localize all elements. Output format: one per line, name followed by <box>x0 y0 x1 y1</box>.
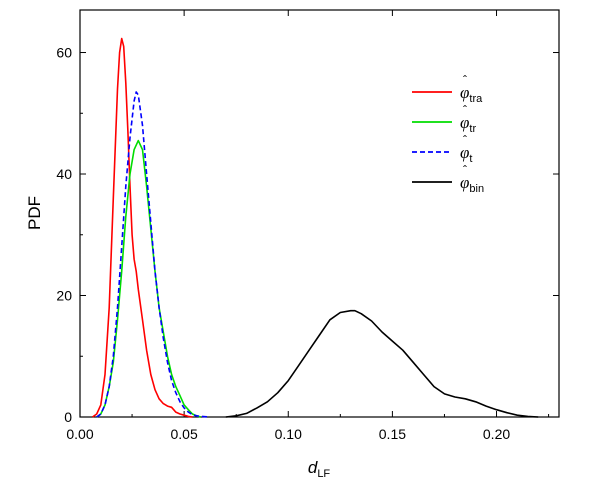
legend-subscript: tr <box>469 123 476 135</box>
x-tick-label: 0.15 <box>379 426 406 442</box>
legend-symbol: φ <box>460 83 469 102</box>
y-tick-label: 20 <box>56 288 72 304</box>
legend-hat-glyph: ˆ <box>463 103 467 117</box>
x-tick-label: 0.20 <box>483 426 510 442</box>
series-line-tra <box>92 37 193 418</box>
y-tick-label: 0 <box>64 409 72 425</box>
x-tick-label: 0.00 <box>66 426 93 442</box>
x-axis-title: dLF <box>308 458 331 480</box>
x-tick-label: 0.05 <box>171 426 198 442</box>
legend-label-t: φt <box>460 143 472 165</box>
legend-label-tra: φtra <box>460 83 483 105</box>
legend-symbol: φ <box>460 113 469 132</box>
legend-hat-glyph: ˆ <box>463 73 467 87</box>
y-tick-label: 40 <box>56 166 72 182</box>
x-axis-title-sub: LF <box>317 468 330 480</box>
x-axis-ticks: 0.00 0.05 0.10 0.15 0.20 <box>66 10 550 442</box>
legend-symbol: φ <box>460 173 469 192</box>
y-axis-title: PDF <box>25 196 44 230</box>
y-axis-ticks: 0 20 40 60 <box>56 45 559 425</box>
legend-subscript: tra <box>469 93 483 105</box>
series-line-bin <box>225 309 539 418</box>
legend-hat-glyph: ˆ <box>463 163 467 177</box>
x-tick-label: 0.10 <box>275 426 302 442</box>
y-tick-label: 60 <box>56 45 72 61</box>
legend-symbol: φ <box>460 143 469 162</box>
legend-subscript: bin <box>469 183 484 195</box>
series-line-t <box>96 91 210 418</box>
legend-label-tr: φtr <box>460 113 476 135</box>
legend-hat-glyph: ˆ <box>463 133 467 147</box>
plot-frame <box>79 9 560 418</box>
x-axis-title-main: d <box>308 458 318 477</box>
series-line-tr <box>96 139 202 418</box>
series-layer <box>92 37 539 418</box>
legend-label-bin: φbin <box>460 173 484 195</box>
legend-subscript: t <box>469 153 472 165</box>
